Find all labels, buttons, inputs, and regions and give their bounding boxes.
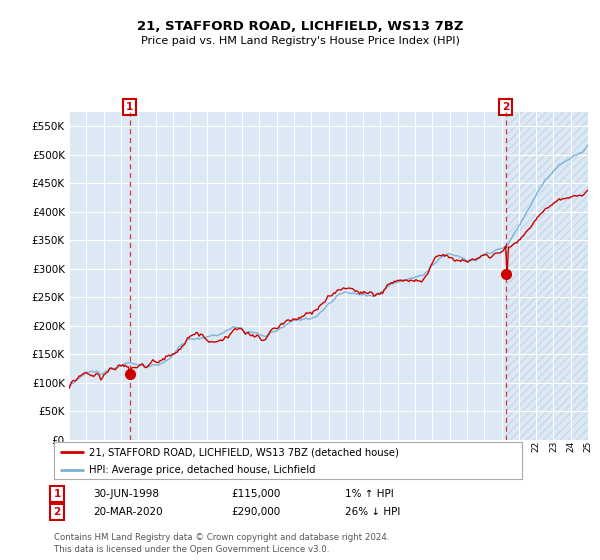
- Text: 1% ↑ HPI: 1% ↑ HPI: [345, 489, 394, 499]
- Text: 30-JUN-1998: 30-JUN-1998: [93, 489, 159, 499]
- Text: HPI: Average price, detached house, Lichfield: HPI: Average price, detached house, Lich…: [89, 465, 316, 475]
- Text: 1: 1: [53, 489, 61, 499]
- Bar: [506, 112, 588, 440]
- Text: 2: 2: [53, 507, 61, 517]
- Text: 21, STAFFORD ROAD, LICHFIELD, WS13 7BZ: 21, STAFFORD ROAD, LICHFIELD, WS13 7BZ: [137, 20, 463, 32]
- Text: 2: 2: [502, 102, 509, 112]
- Text: Price paid vs. HM Land Registry's House Price Index (HPI): Price paid vs. HM Land Registry's House …: [140, 36, 460, 46]
- Text: £115,000: £115,000: [231, 489, 280, 499]
- Text: 21, STAFFORD ROAD, LICHFIELD, WS13 7BZ (detached house): 21, STAFFORD ROAD, LICHFIELD, WS13 7BZ (…: [89, 447, 399, 457]
- Text: Contains HM Land Registry data © Crown copyright and database right 2024.
This d: Contains HM Land Registry data © Crown c…: [54, 533, 389, 554]
- Text: 1: 1: [126, 102, 133, 112]
- Text: 26% ↓ HPI: 26% ↓ HPI: [345, 507, 400, 517]
- Text: £290,000: £290,000: [231, 507, 280, 517]
- Text: 20-MAR-2020: 20-MAR-2020: [93, 507, 163, 517]
- Bar: [506, 112, 588, 440]
